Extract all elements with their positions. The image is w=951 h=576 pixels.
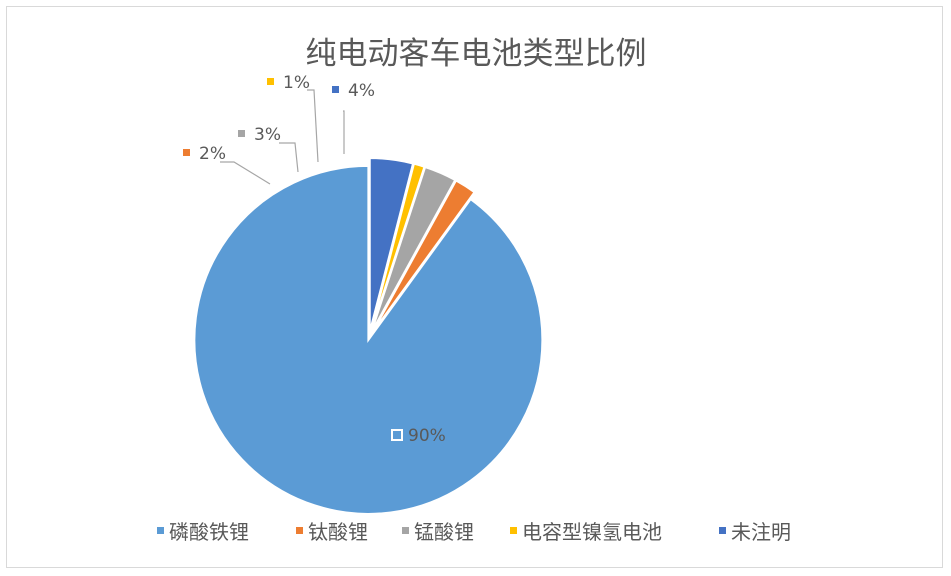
legend-label-3: 锰酸锂: [414, 520, 474, 544]
data-label-swatch-2: [183, 149, 190, 156]
leader-line-2: [220, 161, 271, 185]
legend-label-4: 电容型镍氢电池: [522, 520, 662, 544]
data-label-swatch-3: [238, 130, 245, 137]
legend-label-1: 磷酸铁锂: [169, 520, 249, 544]
legend-swatch-5: [719, 527, 726, 534]
legend-label-2: 钛酸锂: [308, 520, 368, 544]
leader-line-4: [307, 89, 319, 163]
legend-swatch-3: [402, 527, 409, 534]
legend-swatch-1: [157, 527, 164, 534]
pie-chart: 纯电动客车电池类型比例 90% 2% 3% 1% 4% 磷酸铁锂 钛酸锂 锰酸锂 电容型镍氢电…: [157, 36, 791, 544]
data-label-1: 90%: [408, 426, 446, 446]
legend-label-5: 未注明: [731, 520, 791, 544]
legend: 磷酸铁锂 钛酸锂 锰酸锂 电容型镍氢电池 未注明: [157, 520, 791, 544]
data-label-2: 2%: [199, 144, 226, 164]
data-label-swatch-5: [332, 86, 339, 93]
pie-slice-5: [368, 157, 415, 333]
data-label-swatch-4: [267, 78, 274, 85]
leader-line-5: [343, 110, 345, 154]
slices-group: [193, 157, 544, 515]
data-label-5: 4%: [348, 81, 375, 101]
chart-title: 纯电动客车电池类型比例: [306, 36, 647, 72]
data-label-3: 3%: [254, 125, 281, 145]
leader-lines-group: [220, 89, 345, 185]
pie-slice-1: [193, 164, 544, 515]
data-label-swatch-1: [391, 429, 403, 441]
legend-swatch-4: [510, 527, 517, 534]
data-labels-group: 90% 2% 3% 1% 4%: [183, 73, 446, 446]
data-label-4: 1%: [283, 73, 310, 93]
leader-line-3: [279, 142, 299, 173]
chart-frame: 纯电动客车电池类型比例 90% 2% 3% 1% 4% 磷酸铁锂 钛酸锂 锰酸锂 电容型镍氢电…: [6, 6, 943, 568]
legend-swatch-2: [296, 527, 303, 534]
